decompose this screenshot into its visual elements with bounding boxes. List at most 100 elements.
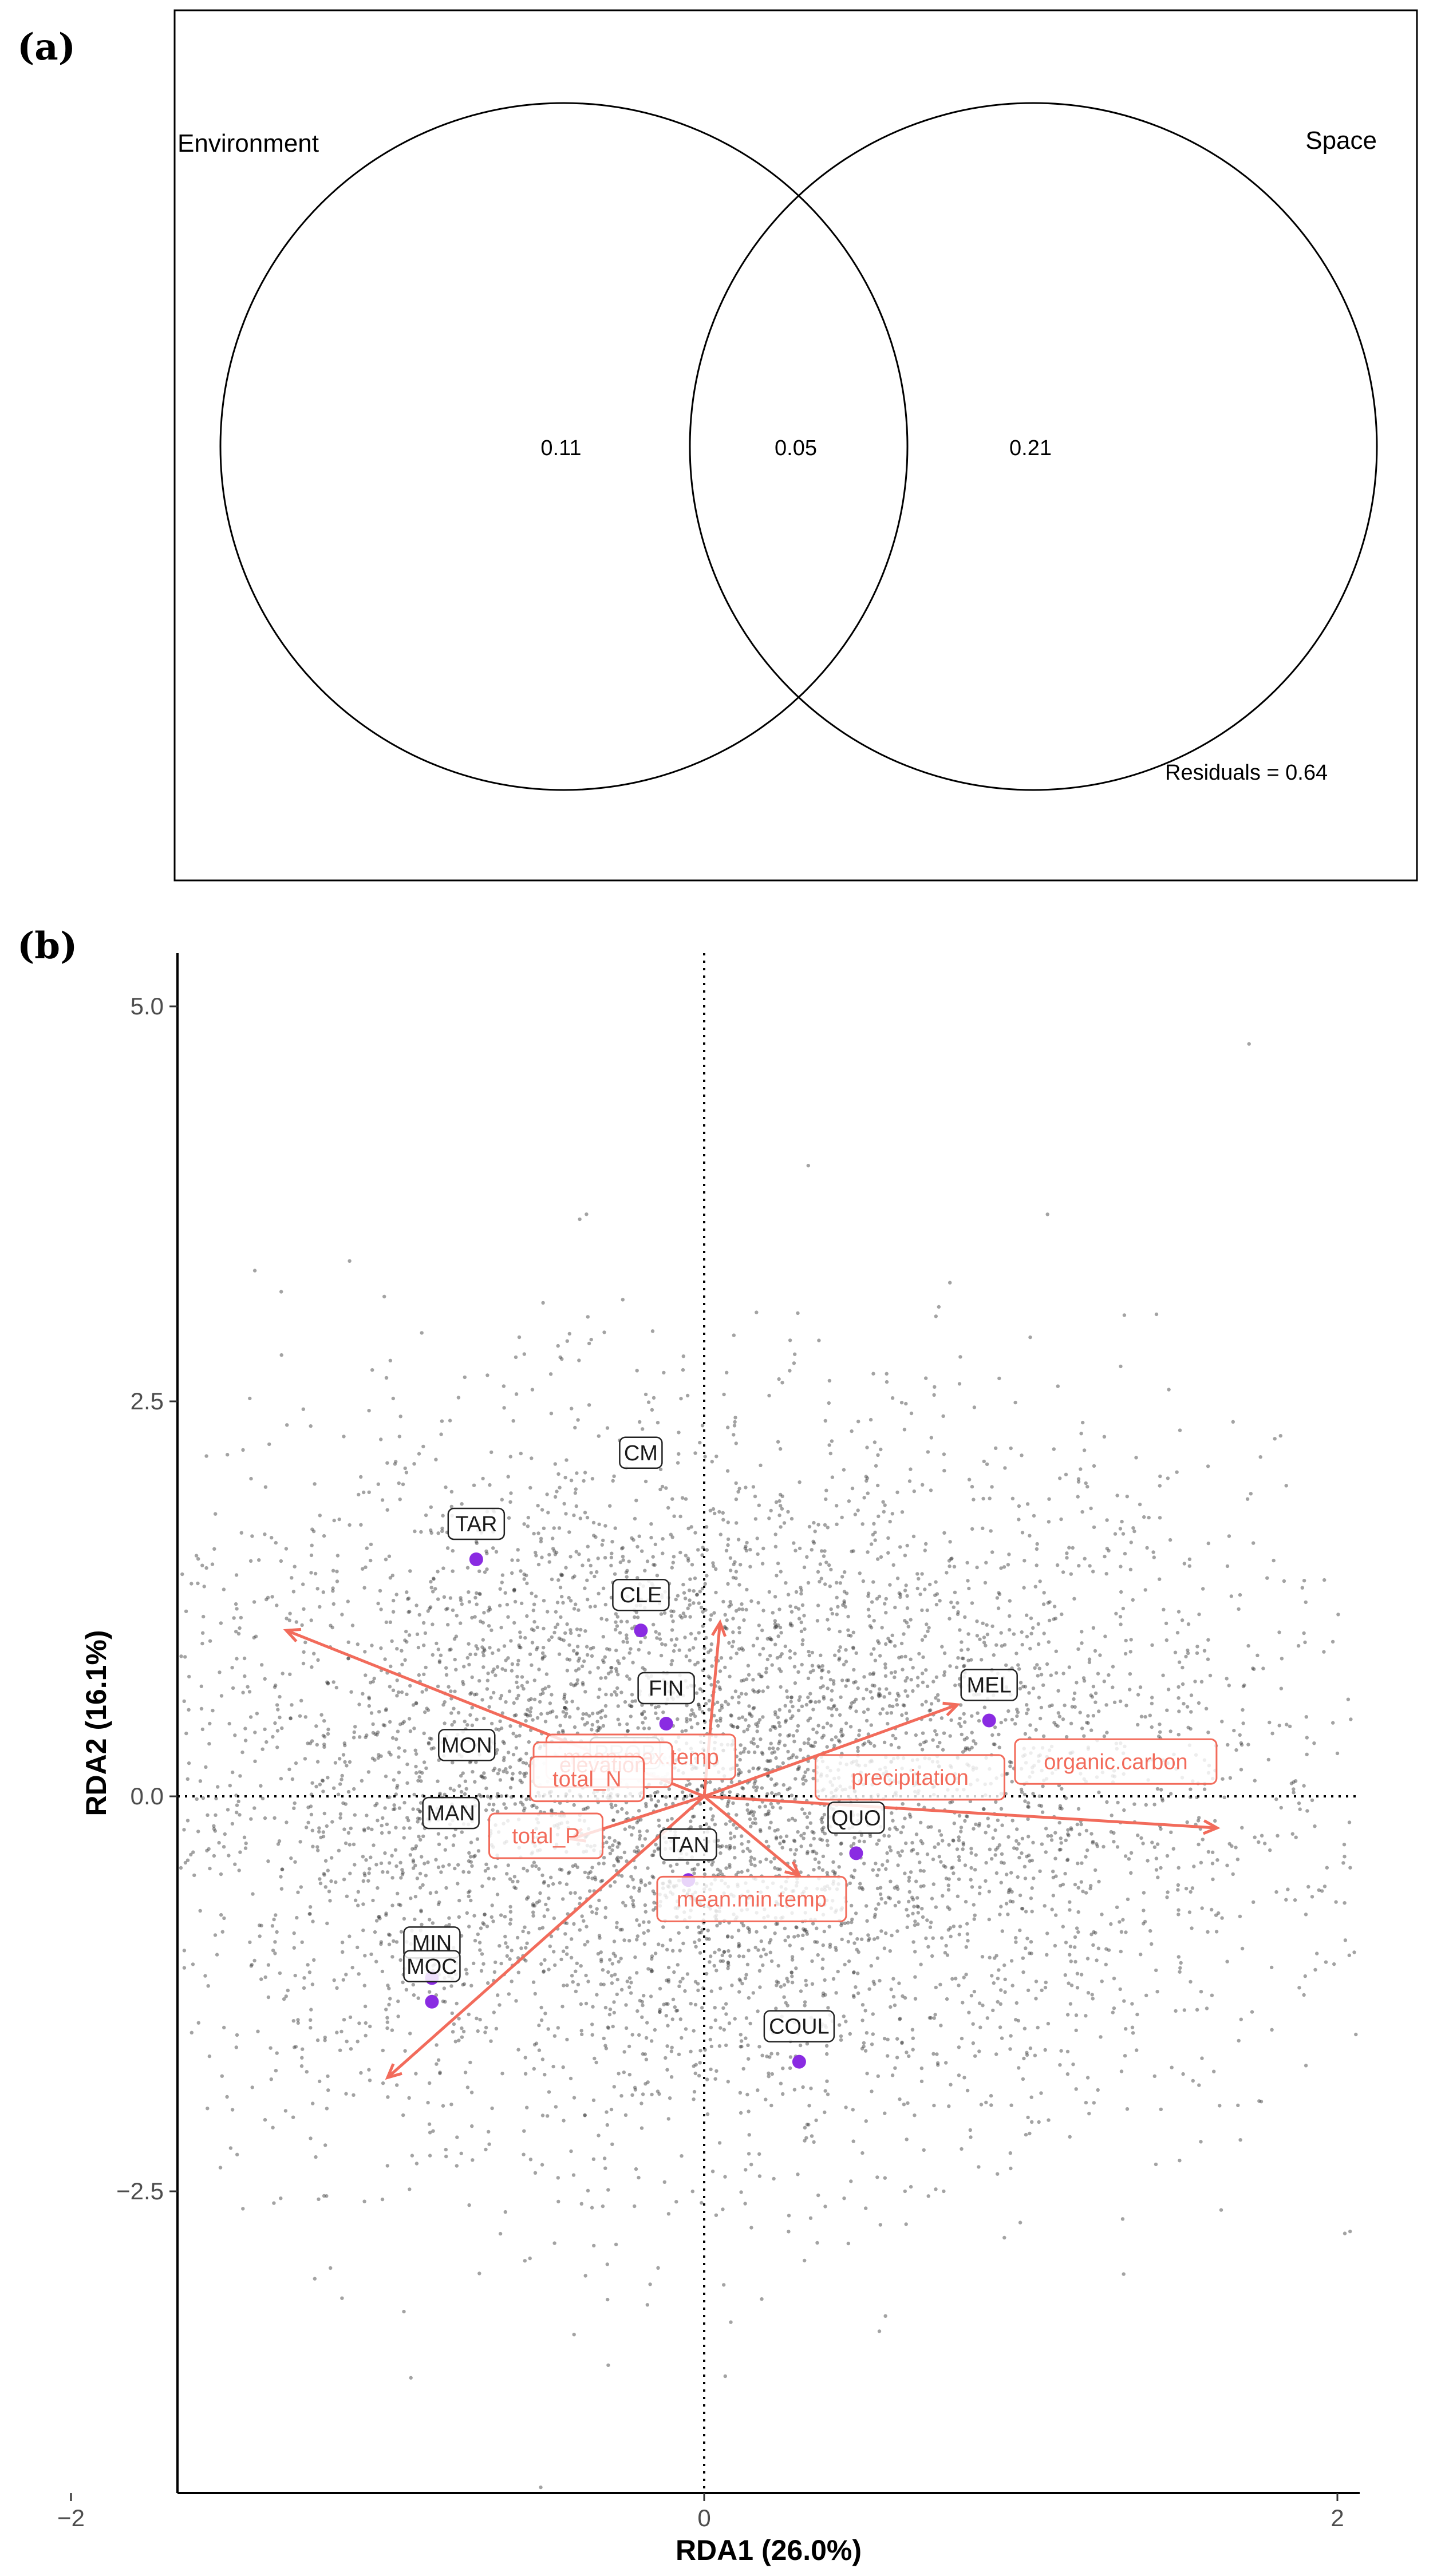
background-point bbox=[379, 1940, 384, 1944]
background-point bbox=[672, 1555, 676, 1559]
background-point bbox=[519, 1757, 523, 1761]
background-point bbox=[852, 1970, 856, 1974]
background-point bbox=[923, 1548, 927, 1552]
background-point bbox=[607, 1836, 611, 1840]
background-point bbox=[574, 1969, 578, 1973]
background-point bbox=[397, 1435, 401, 1439]
background-point bbox=[756, 2009, 760, 2013]
background-point bbox=[303, 1715, 307, 1719]
background-point bbox=[508, 1500, 512, 1504]
background-point bbox=[591, 2098, 596, 2103]
background-point bbox=[720, 1706, 724, 1710]
background-point bbox=[640, 2015, 644, 2019]
background-point bbox=[808, 1692, 812, 1696]
background-point bbox=[727, 1641, 731, 1645]
background-point bbox=[500, 1667, 504, 1671]
background-point bbox=[933, 1729, 937, 1733]
background-point bbox=[865, 2072, 869, 2076]
background-point bbox=[882, 2037, 887, 2041]
background-point bbox=[1195, 2008, 1199, 2012]
background-point bbox=[654, 1804, 658, 1808]
background-point bbox=[298, 1714, 302, 1718]
background-point bbox=[982, 1635, 986, 1639]
background-point bbox=[591, 1646, 595, 1650]
background-point bbox=[453, 1866, 457, 1871]
background-point bbox=[807, 1737, 811, 1741]
background-point bbox=[948, 1800, 952, 1805]
background-point bbox=[828, 1677, 833, 1682]
background-point bbox=[620, 1874, 624, 1878]
background-point bbox=[1036, 2025, 1040, 2030]
background-point bbox=[951, 1838, 956, 1842]
background-point bbox=[622, 1656, 626, 1660]
background-point bbox=[1017, 1518, 1021, 1522]
background-point bbox=[285, 1820, 289, 1824]
background-point bbox=[773, 1866, 777, 1870]
background-point bbox=[897, 1591, 902, 1595]
background-point bbox=[552, 2034, 557, 2038]
background-point bbox=[440, 1419, 444, 1423]
background-point bbox=[625, 1674, 629, 1678]
background-point bbox=[309, 1812, 314, 1816]
background-point bbox=[432, 1577, 436, 1581]
background-point bbox=[784, 2001, 788, 2005]
background-point bbox=[346, 1656, 350, 1660]
background-point bbox=[412, 1993, 416, 1997]
background-point bbox=[736, 1870, 740, 1874]
background-point bbox=[557, 1526, 562, 1530]
background-point bbox=[550, 1808, 554, 1812]
background-point bbox=[652, 1563, 656, 1567]
background-point bbox=[210, 1562, 215, 1566]
background-point bbox=[639, 2126, 644, 2130]
background-point bbox=[1174, 2009, 1178, 2013]
background-point bbox=[732, 1835, 737, 1839]
background-point bbox=[477, 1941, 482, 1945]
background-point bbox=[320, 1779, 325, 1783]
background-point bbox=[565, 1622, 569, 1626]
background-point bbox=[683, 1597, 688, 1601]
background-point bbox=[292, 1806, 296, 1810]
background-point bbox=[1158, 1516, 1162, 1520]
background-point bbox=[898, 2017, 902, 2021]
background-point bbox=[684, 1554, 688, 1558]
background-point bbox=[822, 1725, 826, 1729]
background-point bbox=[800, 1947, 804, 1951]
background-point bbox=[1093, 1868, 1097, 1872]
background-point bbox=[698, 1801, 702, 1806]
background-point bbox=[820, 1830, 825, 1834]
background-point bbox=[575, 1645, 580, 1649]
background-point bbox=[1169, 1830, 1173, 1834]
background-point bbox=[1111, 1685, 1115, 1689]
background-point bbox=[802, 1831, 806, 1836]
background-point bbox=[621, 1901, 625, 1905]
background-point bbox=[747, 2152, 751, 2156]
background-point bbox=[878, 1712, 882, 1716]
background-point bbox=[821, 1943, 826, 1947]
background-point bbox=[997, 1968, 1001, 1972]
background-point bbox=[737, 1954, 741, 1958]
background-point bbox=[705, 1548, 709, 1552]
background-point bbox=[744, 2036, 748, 2040]
background-point bbox=[735, 1652, 739, 1656]
background-point bbox=[630, 1693, 634, 1697]
background-point bbox=[348, 1523, 352, 1527]
background-point bbox=[225, 2095, 229, 2099]
background-point bbox=[412, 1792, 416, 1797]
background-point bbox=[926, 1945, 930, 1949]
background-point bbox=[773, 1595, 777, 1599]
background-point bbox=[966, 1647, 970, 1652]
background-point bbox=[775, 1922, 780, 1926]
background-point bbox=[1164, 1638, 1169, 1642]
background-point bbox=[775, 1782, 779, 1786]
background-point bbox=[860, 2046, 864, 2050]
background-point bbox=[810, 1830, 814, 1834]
background-point bbox=[1016, 1875, 1020, 1879]
background-point bbox=[1236, 2103, 1240, 2107]
background-point bbox=[631, 1899, 635, 1903]
background-point bbox=[939, 2024, 943, 2028]
background-point bbox=[882, 1695, 886, 1699]
background-point bbox=[779, 1631, 783, 1635]
background-point bbox=[563, 1932, 567, 1936]
background-point bbox=[774, 2006, 778, 2010]
background-point bbox=[893, 1903, 898, 1908]
